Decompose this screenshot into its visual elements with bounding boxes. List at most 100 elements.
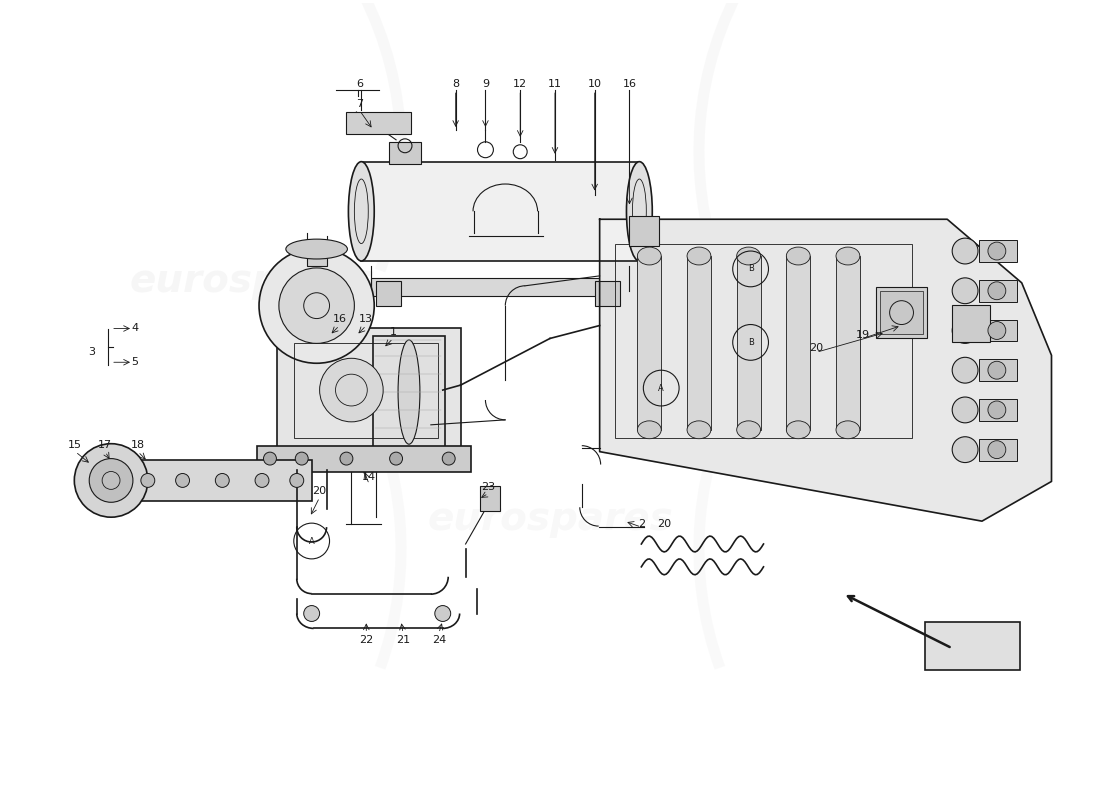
Ellipse shape (836, 247, 860, 265)
Circle shape (258, 248, 374, 363)
Circle shape (176, 474, 189, 487)
Text: 20: 20 (312, 486, 327, 496)
Bar (953, 305, 990, 342)
Text: 9: 9 (482, 79, 490, 90)
Text: 24: 24 (431, 635, 446, 646)
Circle shape (988, 401, 1005, 419)
Text: 22: 22 (360, 635, 373, 646)
Text: 10: 10 (587, 79, 602, 90)
Circle shape (264, 452, 276, 465)
Polygon shape (600, 219, 1052, 521)
Bar (376, 281, 402, 306)
Bar (346, 112, 411, 134)
Circle shape (320, 358, 383, 422)
Bar (979, 240, 1016, 262)
Circle shape (988, 242, 1005, 260)
Text: 17: 17 (98, 440, 112, 450)
Text: eurospares: eurospares (626, 262, 871, 300)
Text: 18: 18 (131, 440, 145, 450)
Text: 16: 16 (332, 314, 346, 323)
Ellipse shape (627, 162, 652, 261)
Circle shape (141, 474, 155, 487)
Bar (361, 162, 639, 261)
Ellipse shape (688, 421, 711, 438)
Bar (294, 343, 438, 438)
Bar (595, 281, 619, 306)
Text: 15: 15 (68, 440, 82, 450)
Circle shape (953, 238, 978, 264)
Circle shape (279, 268, 354, 343)
Circle shape (953, 358, 978, 383)
Circle shape (75, 444, 147, 517)
Circle shape (289, 474, 304, 487)
Ellipse shape (398, 340, 420, 444)
Text: 20: 20 (810, 343, 823, 354)
Text: 3: 3 (88, 347, 95, 358)
Bar (615, 244, 913, 438)
Text: eurospares: eurospares (129, 262, 375, 300)
Bar (637, 256, 661, 430)
Bar (979, 319, 1016, 342)
Text: 11: 11 (548, 79, 562, 90)
Bar (389, 142, 421, 164)
Bar (98, 459, 311, 502)
Bar (979, 280, 1016, 302)
Circle shape (255, 474, 270, 487)
Text: 21: 21 (396, 635, 410, 646)
Ellipse shape (637, 421, 661, 438)
Circle shape (953, 437, 978, 462)
Ellipse shape (637, 247, 661, 265)
Ellipse shape (836, 421, 860, 438)
Bar (836, 256, 860, 430)
Circle shape (216, 474, 229, 487)
Circle shape (988, 322, 1005, 339)
Bar (979, 438, 1016, 461)
Text: 2: 2 (638, 519, 645, 529)
Bar (373, 337, 444, 448)
Text: B: B (748, 265, 754, 274)
Circle shape (953, 278, 978, 304)
Bar (737, 256, 760, 430)
Text: 13: 13 (360, 314, 373, 323)
Ellipse shape (349, 162, 374, 261)
Circle shape (988, 282, 1005, 300)
Text: 23: 23 (482, 482, 495, 492)
Text: 16: 16 (623, 79, 637, 90)
Circle shape (89, 458, 133, 502)
Text: B: B (748, 338, 754, 347)
Bar (688, 256, 711, 430)
Bar (307, 248, 327, 266)
Text: 6: 6 (355, 79, 363, 90)
Text: eurospares: eurospares (427, 500, 673, 538)
Bar (876, 286, 927, 338)
Bar (786, 256, 811, 430)
Bar (277, 327, 461, 452)
Circle shape (953, 318, 978, 343)
Circle shape (304, 606, 320, 622)
Text: 19: 19 (856, 330, 870, 341)
Ellipse shape (688, 247, 711, 265)
Circle shape (988, 362, 1005, 379)
Text: 5: 5 (131, 358, 139, 367)
Bar (880, 290, 923, 334)
Text: 20: 20 (657, 519, 671, 529)
Bar (629, 216, 659, 246)
Circle shape (442, 452, 455, 465)
Ellipse shape (286, 239, 348, 259)
Bar (925, 622, 1020, 670)
Text: A: A (658, 383, 664, 393)
Circle shape (953, 397, 978, 423)
Bar (481, 486, 500, 511)
Text: 7: 7 (355, 99, 363, 109)
Ellipse shape (737, 247, 760, 265)
Text: 1: 1 (389, 327, 397, 338)
Circle shape (295, 452, 308, 465)
Circle shape (434, 606, 451, 622)
Ellipse shape (786, 421, 811, 438)
Text: 12: 12 (513, 79, 527, 90)
Bar (372, 278, 629, 296)
Bar (979, 359, 1016, 381)
Text: 8: 8 (452, 79, 459, 90)
Text: 14: 14 (362, 473, 376, 482)
Circle shape (340, 452, 353, 465)
